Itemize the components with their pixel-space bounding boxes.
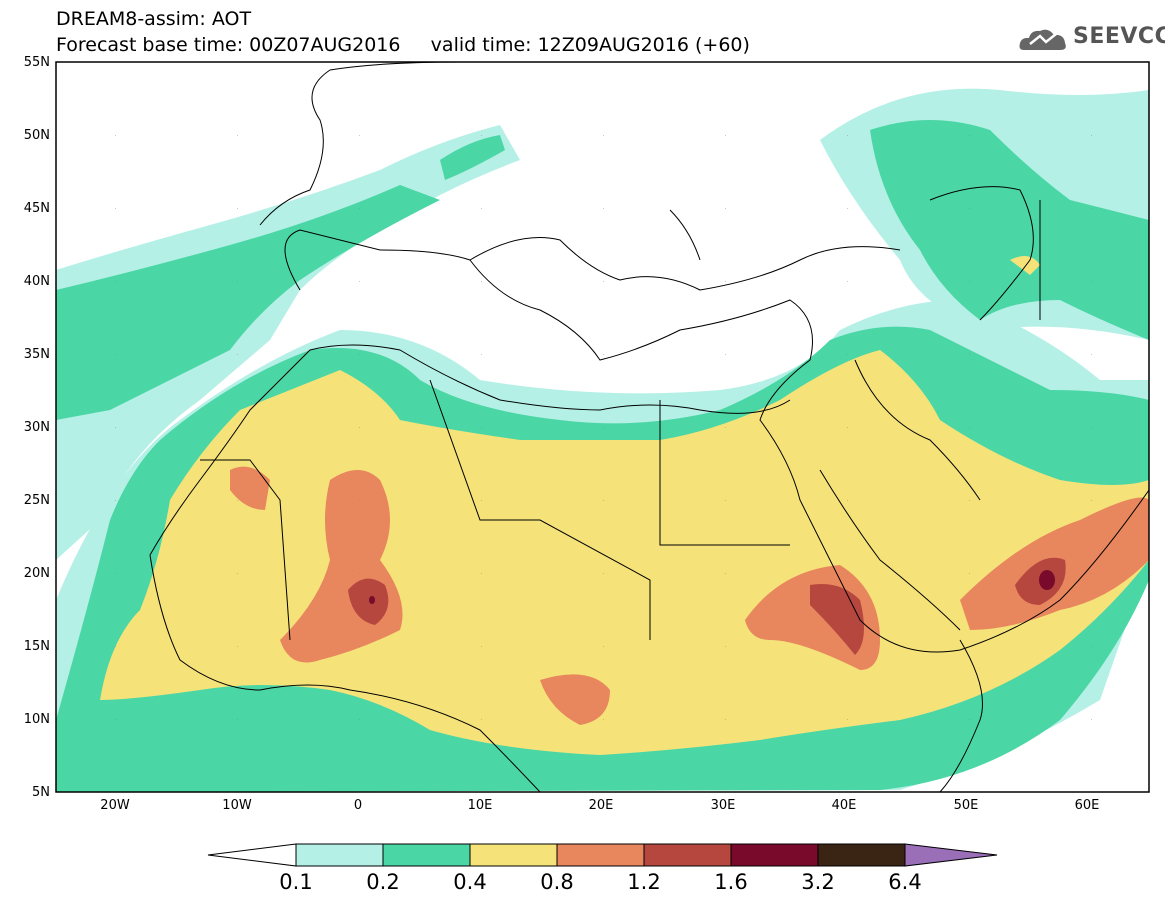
lat-label-40n: 40N — [23, 274, 50, 289]
colorbar-label: 6.4 — [888, 870, 922, 894]
colorbar-underflow-triangle — [207, 843, 297, 867]
lat-label-55n: 55N — [23, 55, 50, 70]
lon-label-0: 0 — [353, 798, 363, 813]
colorbar-label: 1.2 — [627, 870, 661, 894]
lon-label-50e: 50E — [953, 798, 979, 813]
colorbar — [207, 843, 998, 867]
cloud-logo-icon — [1019, 29, 1066, 50]
lat-label-45n: 45N — [23, 201, 50, 216]
lat-label-50n: 50N — [23, 128, 50, 143]
colorbar-label: 0.8 — [540, 870, 574, 894]
lon-label-20e: 20E — [588, 798, 614, 813]
colorbar-swatch — [382, 843, 471, 867]
lat-label-25n: 25N — [23, 493, 50, 508]
logo-text: SEEVCCC — [1073, 24, 1165, 49]
colorbar-swatch — [469, 843, 558, 867]
lon-label-10w: 10W — [222, 798, 252, 813]
colorbar-label: 0.4 — [453, 870, 487, 894]
lat-label-15n: 15N — [23, 639, 50, 654]
colorbar-label: 0.2 — [366, 870, 400, 894]
lat-label-20n: 20N — [23, 566, 50, 581]
colorbar-swatch — [730, 843, 819, 867]
lon-label-30e: 30E — [710, 798, 736, 813]
colorbar-swatch — [817, 843, 906, 867]
lon-label-10e: 10E — [467, 798, 493, 813]
lon-label-60e: 60E — [1074, 798, 1100, 813]
lon-label-20w: 20W — [100, 798, 130, 813]
lat-label-10n: 10N — [23, 712, 50, 727]
colorbar-label: 1.6 — [714, 870, 748, 894]
colorbar-overflow-triangle — [904, 843, 998, 867]
colorbar-swatch — [295, 843, 384, 867]
plot-frame — [55, 61, 1150, 793]
lat-label-30n: 30N — [23, 420, 50, 435]
lat-label-5n: 5N — [32, 785, 50, 800]
map-title: DREAM8-assim: AOT — [56, 8, 252, 30]
lon-label-40e: 40E — [831, 798, 857, 813]
colorbar-swatch — [556, 843, 645, 867]
colorbar-label: 3.2 — [801, 870, 835, 894]
forecast-times: Forecast base time: 00Z07AUG2016 valid t… — [56, 34, 750, 56]
colorbar-swatch — [643, 843, 732, 867]
lat-label-35n: 35N — [23, 347, 50, 362]
colorbar-label: 0.1 — [279, 870, 313, 894]
